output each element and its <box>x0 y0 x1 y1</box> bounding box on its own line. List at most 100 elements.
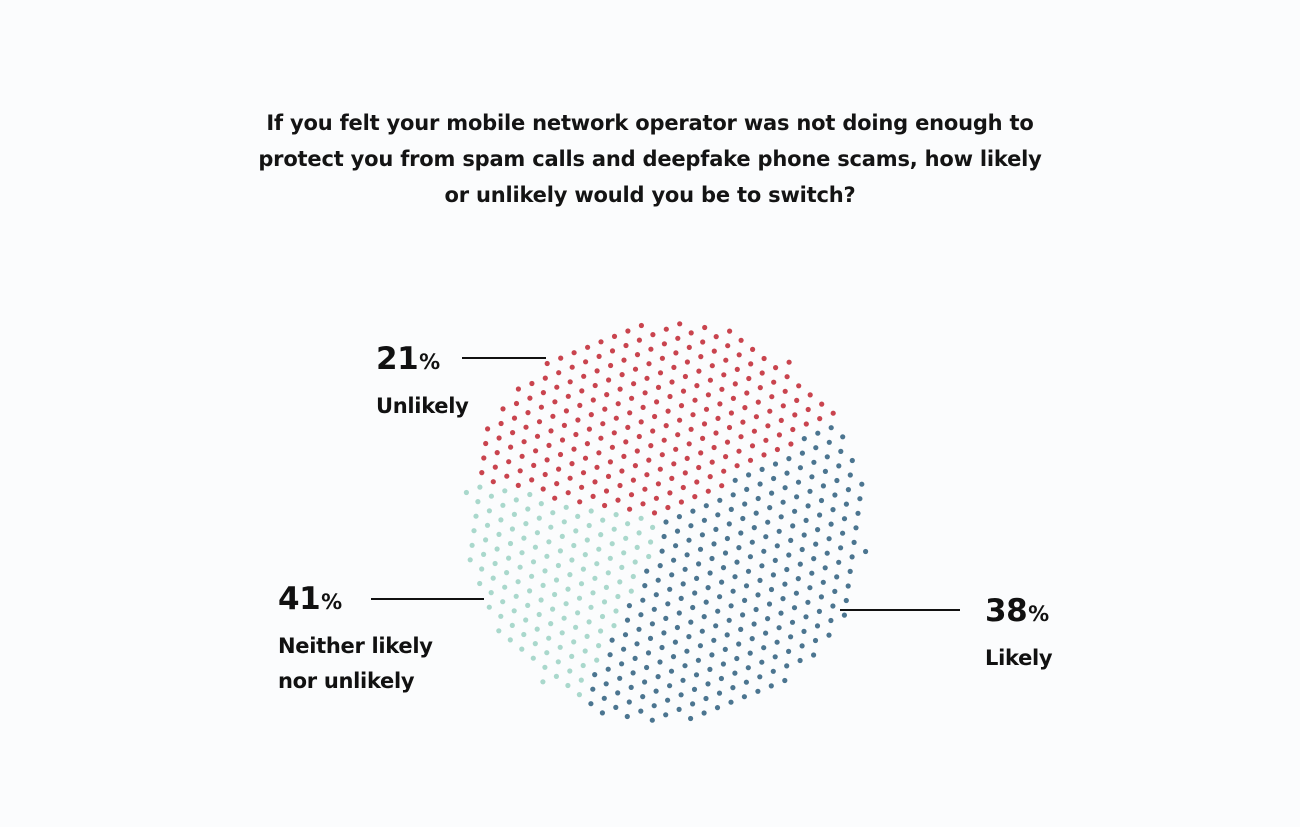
dot-likely-30 <box>621 357 627 363</box>
dot-neither-likely-nor-unlikely-550 <box>661 630 667 636</box>
dot-unlikely-193 <box>471 528 477 534</box>
dot-neither-likely-nor-unlikely-515 <box>840 530 846 536</box>
dot-neither-likely-nor-unlikely-582 <box>780 596 786 602</box>
dot-likely-315 <box>665 504 671 511</box>
dot-likely-88 <box>642 390 648 396</box>
dot-neither-likely-nor-unlikely-320 <box>732 477 738 483</box>
dot-neither-likely-nor-unlikely-527 <box>676 610 682 616</box>
dot-unlikely-518 <box>555 659 561 665</box>
dot-unlikely-358 <box>513 593 519 599</box>
dot-neither-likely-nor-unlikely-327 <box>826 439 832 445</box>
dot-likely-245 <box>819 401 825 407</box>
dot-unlikely-543 <box>567 668 573 674</box>
dot-neither-likely-nor-unlikely-573 <box>659 644 665 651</box>
dot-neither-likely-nor-unlikely-487 <box>801 532 807 538</box>
dot-unlikely-413 <box>523 617 529 623</box>
dot-neither-likely-nor-unlikely-410 <box>847 472 853 478</box>
dot-likely-17 <box>636 337 643 343</box>
dot-likely-136 <box>692 397 698 403</box>
dot-neither-likely-nor-unlikely-372 <box>701 517 708 523</box>
dot-likely-138 <box>719 386 725 392</box>
dot-likely-269 <box>776 432 783 438</box>
dot-likely-293 <box>734 463 740 469</box>
dot-likely-69 <box>657 370 664 376</box>
dot-likely-87 <box>629 395 635 401</box>
dot-neither-likely-nor-unlikely-461 <box>803 517 809 524</box>
dot-likely-67 <box>631 381 637 387</box>
dot-neither-likely-nor-unlikely-595 <box>670 654 677 660</box>
dot-likely-231 <box>630 477 637 483</box>
neither-label: Neither likely nor unlikely <box>278 634 433 693</box>
dot-likely-296 <box>774 446 781 453</box>
dot-neither-likely-nor-unlikely-406 <box>794 494 800 500</box>
dot-neither-likely-nor-unlikely-480 <box>707 570 713 576</box>
dot-neither-likely-nor-unlikely-632 <box>640 694 646 700</box>
dot-likely-66 <box>617 386 623 392</box>
dot-likely-56 <box>483 440 489 447</box>
dot-likely-78 <box>508 444 514 450</box>
dot-neither-likely-nor-unlikely-379 <box>795 479 802 485</box>
dot-likely-64 <box>590 397 596 403</box>
dot-neither-likely-nor-unlikely-450 <box>655 577 661 583</box>
dot-neither-likely-nor-unlikely-585 <box>820 579 826 585</box>
dot-unlikely-306 <box>544 553 550 559</box>
dot-likely-76 <box>481 455 487 461</box>
dot-neither-likely-nor-unlikely-648 <box>624 713 630 720</box>
dot-neither-likely-nor-unlikely-402 <box>740 515 746 522</box>
dot-neither-likely-nor-unlikely-602 <box>765 616 771 622</box>
dot-neither-likely-nor-unlikely-625 <box>803 614 809 620</box>
dot-neither-likely-nor-unlikely-478 <box>680 581 686 587</box>
dot-likely-28 <box>594 368 600 374</box>
dot-unlikely-384 <box>498 613 504 619</box>
dot-likely-232 <box>644 472 650 478</box>
dot-neither-likely-nor-unlikely-590 <box>603 681 609 687</box>
dot-neither-likely-nor-unlikely-458 <box>763 534 769 540</box>
dot-neither-likely-nor-unlikely-398 <box>686 537 692 543</box>
dot-likely-270 <box>790 426 796 433</box>
dot-unlikely-335 <box>569 557 575 563</box>
dot-unlikely-412 <box>509 622 515 629</box>
dot-neither-likely-nor-unlikely-523 <box>622 632 629 638</box>
dot-likely-70 <box>671 364 677 370</box>
dot-likely-164 <box>744 390 750 396</box>
dot-unlikely-443 <box>561 615 567 621</box>
dot-likely-217 <box>794 397 800 403</box>
dot-likely-187 <box>728 410 735 416</box>
dot-unlikely-304 <box>517 564 523 570</box>
dot-neither-likely-nor-unlikely-674 <box>784 663 790 669</box>
dot-neither-likely-nor-unlikely-614 <box>655 674 661 680</box>
dot-unlikely-280 <box>559 533 565 540</box>
dot-likely-191 <box>782 388 788 394</box>
dot-neither-likely-nor-unlikely-668 <box>703 695 709 702</box>
dot-unlikely-307 <box>557 548 564 554</box>
dot-likely-105 <box>586 426 593 432</box>
dot-unlikely-171 <box>513 497 519 503</box>
dot-likely-259 <box>642 486 648 492</box>
dot-likely-163 <box>730 395 737 401</box>
dot-neither-likely-nor-unlikely-642 <box>774 639 780 645</box>
dot-neither-likely-nor-unlikely-298 <box>801 436 807 442</box>
dot-likely-143 <box>786 359 792 365</box>
dot-neither-likely-nor-unlikely-549 <box>647 635 654 642</box>
dot-neither-likely-nor-unlikely-570 <box>619 661 625 667</box>
dot-likely-35 <box>688 330 694 336</box>
dot-likely-128 <box>584 441 591 447</box>
dot-unlikely-334 <box>555 562 562 569</box>
dot-neither-likely-nor-unlikely-321 <box>746 472 752 478</box>
dot-likely-291 <box>707 474 713 480</box>
dot-neither-likely-nor-unlikely-578 <box>726 617 732 623</box>
dot-unlikely-544 <box>580 662 586 669</box>
dot-unlikely-311 <box>611 526 617 532</box>
dot-unlikely-250 <box>521 535 527 541</box>
dot-unlikely-275 <box>492 560 498 567</box>
dot-likely-260 <box>655 481 662 487</box>
dot-neither-likely-nor-unlikely-425 <box>684 552 690 558</box>
dot-likely-11 <box>556 370 562 376</box>
dot-unlikely-336 <box>582 552 588 558</box>
dot-neither-likely-nor-unlikely-657 <box>745 665 751 671</box>
dot-likely-165 <box>757 385 763 391</box>
dot-neither-likely-nor-unlikely-456 <box>736 545 742 551</box>
dot-likely-8 <box>515 386 522 392</box>
dot-unlikely-520 <box>582 648 588 654</box>
dot-likely-209 <box>686 441 692 447</box>
